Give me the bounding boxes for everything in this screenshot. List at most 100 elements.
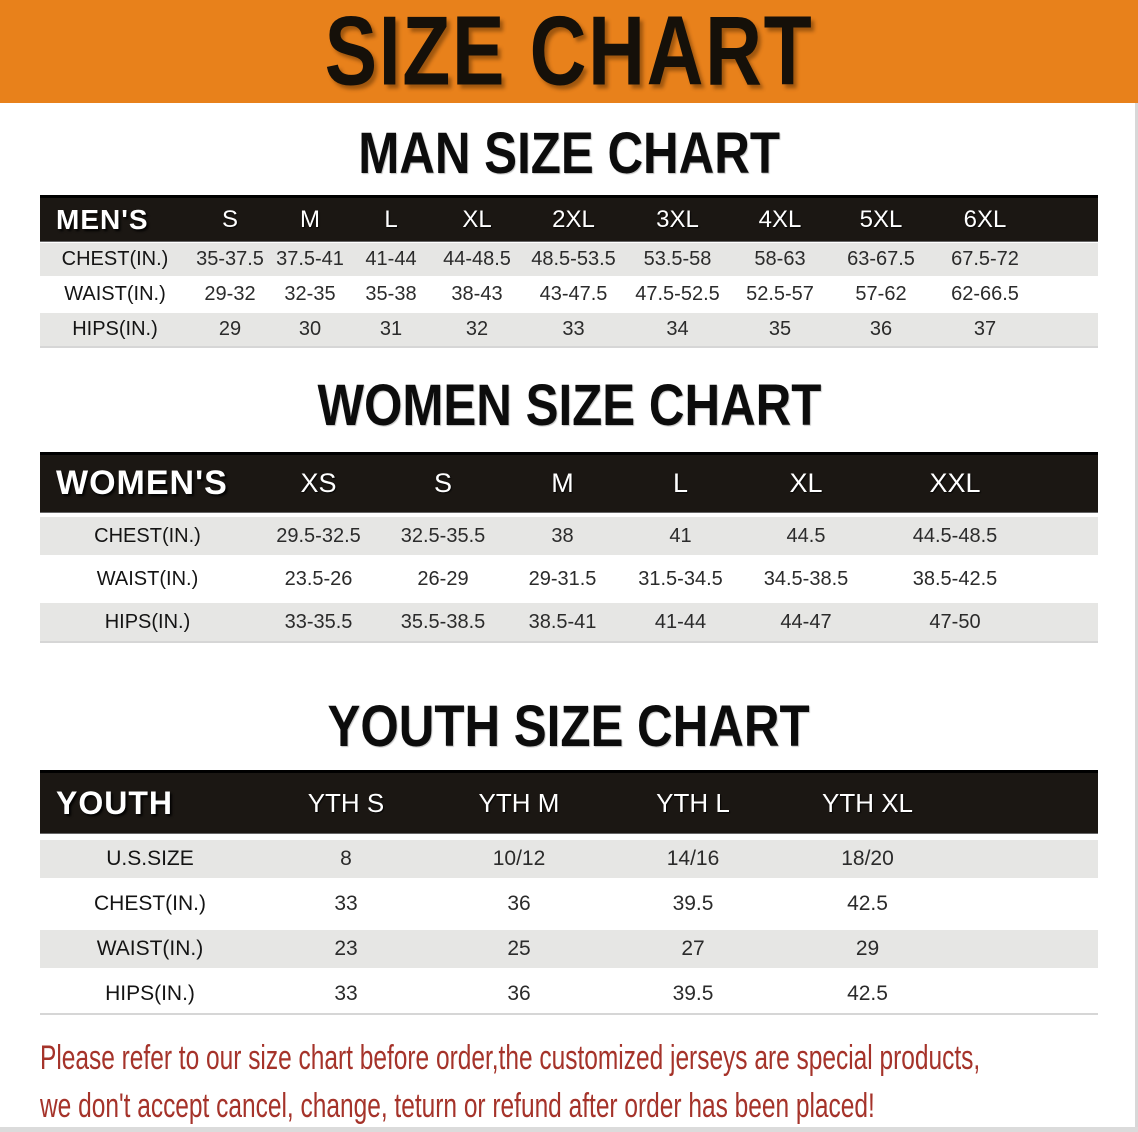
size-value-cell: 23 <box>334 937 358 960</box>
disclaimer-line-2: we don't accept cancel, change, teturn o… <box>40 1087 875 1125</box>
table-header-row: WOMEN'S XS S M L XL XXL <box>40 452 1098 512</box>
youth-size-table: YOUTH YTH S YTH M YTH L YTH XL U.S.SIZE 8 10/12… <box>40 770 1098 1015</box>
size-value-cell: 47-50 <box>929 610 981 633</box>
size-value-cell: 10/12 <box>492 847 546 870</box>
right-edge-line <box>1135 103 1138 1127</box>
size-value-cell: 29 <box>855 937 880 960</box>
size-column-header: L <box>672 468 689 498</box>
size-column-header: 3XL <box>656 205 699 233</box>
size-column-header: S <box>221 205 238 233</box>
size-value-cell: 29.5-32.5 <box>276 524 361 547</box>
disclaimer-line-1: Please refer to our size chart before or… <box>40 1039 981 1077</box>
size-value-cell: 52.5-57 <box>746 283 814 305</box>
size-value-cell: 34 <box>666 318 689 340</box>
size-column-header: M <box>551 468 574 498</box>
size-value-cell: 36 <box>507 892 531 915</box>
size-column-header: YTH XL <box>821 787 914 818</box>
women-section-title: WOMEN SIZE CHART <box>0 372 1138 438</box>
row-label: CHEST(IN.) <box>94 524 201 547</box>
size-value-cell: 42.5 <box>847 892 888 915</box>
size-value-cell: 39.5 <box>672 892 714 915</box>
row-label: WAIST(IN.) <box>96 567 199 590</box>
size-value-cell: 26-29 <box>417 567 469 590</box>
size-value-cell: 44.5-48.5 <box>912 524 998 547</box>
size-column-header: S <box>433 468 452 498</box>
youth-section-title: YOUTH SIZE CHART <box>0 693 1138 759</box>
size-value-cell: 38.5-41 <box>528 610 597 633</box>
size-value-cell: 27 <box>681 937 705 960</box>
size-value-cell: 8 <box>340 847 352 870</box>
size-value-cell: 39.5 <box>672 982 714 1005</box>
row-label: HIPS(IN.) <box>72 318 158 340</box>
table-row: WAIST(IN.) 23.5-26 26-29 29-31.5 31.5-34.5 34… <box>40 560 1098 598</box>
size-column-header: XL <box>789 468 823 498</box>
row-label: CHEST(IN.) <box>61 248 169 270</box>
size-value-cell: 38.5-42.5 <box>912 567 998 590</box>
size-value-cell: 42.5 <box>847 982 888 1005</box>
size-value-cell: 30 <box>298 318 322 340</box>
size-value-cell: 37.5-41 <box>276 248 344 270</box>
size-value-cell: 29 <box>218 318 242 340</box>
youth-section-title-text: YOUTH SIZE CHART <box>327 693 811 759</box>
row-label: WAIST(IN.) <box>96 937 204 960</box>
table-header-label: MEN'S <box>56 203 149 235</box>
men-size-table: MEN'S S M L XL 2XL 3XL 4XL 5XL 6XL CHEST(IN.) 35-37… <box>40 195 1098 348</box>
table-row: HIPS(IN.) 33-35.5 35.5-38.5 38.5-41 41-44 44-… <box>40 603 1098 641</box>
size-column-header: M <box>300 205 320 233</box>
size-value-cell: 36 <box>507 982 531 1005</box>
row-label: CHEST(IN.) <box>94 892 206 915</box>
size-value-cell: 35.5-38.5 <box>400 610 486 633</box>
size-column-header: XXL <box>929 468 981 498</box>
size-value-cell: 34.5-38.5 <box>763 567 849 590</box>
size-value-cell: 31 <box>379 318 403 340</box>
row-label: WAIST(IN.) <box>64 283 166 305</box>
women-section-title-text: WOMEN SIZE CHART <box>317 372 821 438</box>
size-value-cell: 33-35.5 <box>284 610 353 633</box>
size-value-cell: 33 <box>334 892 358 915</box>
size-value-cell: 29-31.5 <box>528 567 597 590</box>
size-value-cell: 14/16 <box>666 847 720 870</box>
table-header-label: WOMEN'S <box>56 464 228 502</box>
women-size-table: WOMEN'S XS S M L XL XXL CHEST(IN.) 29.5-32.5 32.5… <box>40 452 1098 643</box>
size-value-cell: 63-67.5 <box>847 248 915 270</box>
size-value-cell: 32.5-35.5 <box>400 524 486 547</box>
size-value-cell: 36 <box>869 318 893 340</box>
size-value-cell: 67.5-72 <box>951 248 1019 270</box>
size-value-cell: 43-47.5 <box>539 283 608 305</box>
size-value-cell: 38 <box>551 524 574 547</box>
table-row: HIPS(IN.) 33 36 39.5 42.5 <box>40 975 1098 1013</box>
size-value-cell: 25 <box>507 937 531 960</box>
table-row: CHEST(IN.) 33 36 39.5 42.5 <box>40 885 1098 923</box>
size-value-cell: 62-66.5 <box>951 283 1019 305</box>
size-value-cell: 57-62 <box>855 283 907 305</box>
size-column-header: XL <box>462 205 492 233</box>
row-label: U.S.SIZE <box>106 847 194 870</box>
table-row: U.S.SIZE 8 10/12 14/16 18/20 <box>40 840 1098 878</box>
size-value-cell: 35 <box>768 318 792 340</box>
table-header-row: MEN'S S M L XL 2XL 3XL 4XL 5XL 6XL <box>40 195 1098 241</box>
size-column-header: 4XL <box>758 205 802 233</box>
banner-title: SIZE CHART <box>324 0 814 106</box>
size-value-cell: 31.5-34.5 <box>638 567 723 590</box>
table-row: CHEST(IN.) 35-37.5 37.5-41 41-44 44-48.5 48.5… <box>40 243 1098 276</box>
size-value-cell: 33 <box>562 318 585 340</box>
row-label: HIPS(IN.) <box>104 610 191 633</box>
size-column-header: YTH L <box>656 787 730 818</box>
table-header-row: YOUTH YTH S YTH M YTH L YTH XL <box>40 770 1098 833</box>
size-value-cell: 58-63 <box>754 248 806 270</box>
row-label: HIPS(IN.) <box>105 982 195 1005</box>
size-value-cell: 53.5-58 <box>643 248 712 270</box>
size-value-cell: 38-43 <box>451 283 503 305</box>
size-value-cell: 18/20 <box>841 847 894 870</box>
man-section-title: MAN SIZE CHART <box>0 120 1138 186</box>
size-value-cell: 35-37.5 <box>196 248 264 270</box>
man-section-title-text: MAN SIZE CHART <box>358 120 780 186</box>
size-value-cell: 37 <box>973 318 997 340</box>
table-row: WAIST(IN.) 29-32 32-35 35-38 38-43 43-47.5 47.… <box>40 278 1098 311</box>
size-value-cell: 41-44 <box>365 248 417 270</box>
table-row: CHEST(IN.) 29.5-32.5 32.5-35.5 38 41 44.5 44.5… <box>40 517 1098 555</box>
size-column-header: 5XL <box>859 205 903 233</box>
bottom-edge-line <box>0 1127 1138 1132</box>
size-value-cell: 44-48.5 <box>443 248 511 270</box>
table-row: WAIST(IN.) 23 25 27 29 <box>40 930 1098 968</box>
